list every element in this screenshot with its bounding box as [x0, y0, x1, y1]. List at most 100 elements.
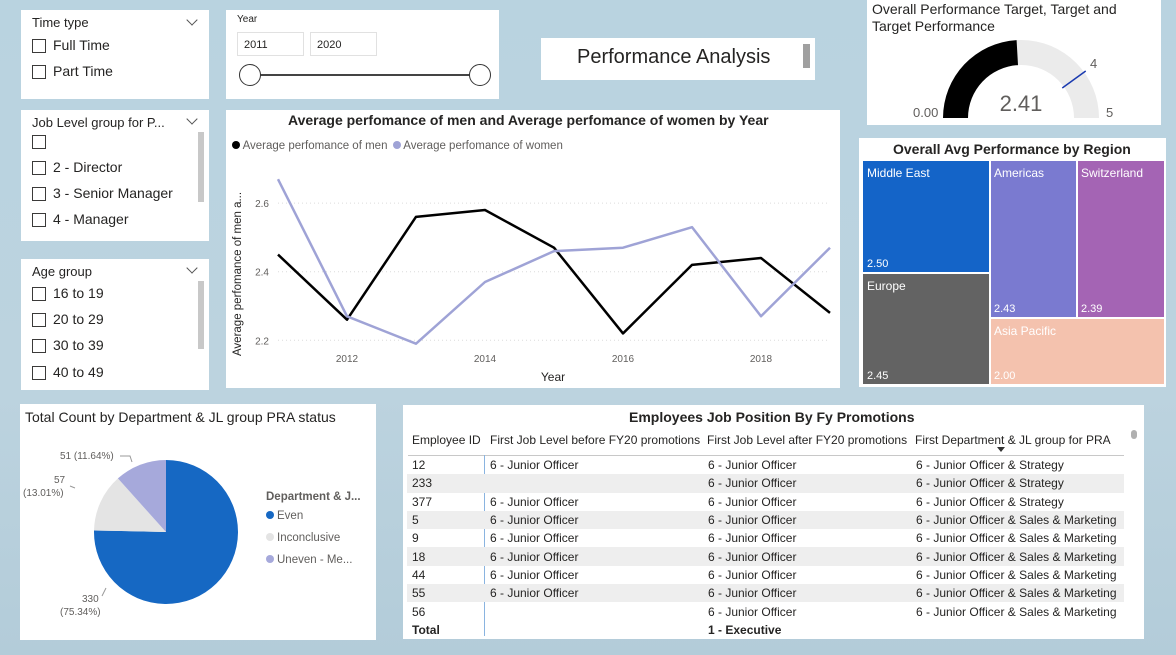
gauge-value-label: 2.41	[1000, 91, 1043, 116]
checkbox[interactable]	[32, 366, 46, 381]
checkbox[interactable]	[32, 135, 46, 150]
chevron-down-icon[interactable]	[186, 113, 198, 125]
treemap-tile-europe[interactable]: Europe 2.45	[863, 274, 989, 384]
table-row[interactable]: 377 6 - Junior Officer 6 - Junior Officer 6…	[412, 494, 1064, 509]
page-title-card: Performance Analysis	[541, 38, 815, 80]
age-group-option-40-49[interactable]: 40 to 49	[32, 364, 104, 381]
pie-label-even-pct: (75.34%)	[60, 607, 101, 618]
job-level-scrollbar[interactable]	[198, 132, 204, 202]
x-tick-label: 2014	[474, 354, 497, 365]
men-series-line[interactable]	[277, 208, 831, 335]
column-divider	[484, 455, 485, 636]
year-slider-end-handle[interactable]	[469, 64, 491, 86]
gauge-title: Overall Performance Target, Target and T…	[872, 1, 1117, 34]
column-header-level-before[interactable]: First Job Level before FY20 promotions	[490, 433, 701, 447]
treemap-title: Overall Avg Performance by Region	[893, 141, 1131, 157]
treemap-tile-middle-east[interactable]: Middle East 2.50	[863, 161, 989, 272]
table-row[interactable]: 18 6 - Junior Officer 6 - Junior Officer 6 …	[407, 547, 1124, 566]
line-chart-legend: Average perfomance of men Average perfom…	[232, 140, 563, 152]
legend-marker-men	[232, 141, 240, 149]
job-level-option-senior-manager[interactable]: 3 - Senior Manager	[32, 185, 173, 202]
age-group-option-16-19[interactable]: 16 to 19	[32, 285, 104, 302]
column-header-employee-id[interactable]: Employee ID	[412, 433, 481, 447]
pie-legend-title: Department & J...	[266, 491, 361, 503]
job-level-slicer: Job Level group for P... 2 - Director 3 …	[21, 110, 209, 241]
pie-slice-uneven[interactable]	[117, 460, 166, 532]
time-type-option-part-time[interactable]: Part Time	[32, 63, 113, 80]
checkbox[interactable]	[32, 39, 46, 54]
age-group-scrollbar[interactable]	[198, 281, 204, 349]
employees-table: 12 6 - Junior Officer 6 - Junior Officer 6 …	[407, 456, 1124, 639]
time-type-title: Time type	[32, 15, 89, 30]
pie-legend-item-inconclusive[interactable]: Inconclusive	[266, 532, 361, 544]
time-type-slicer: Time type Full Time Part Time	[21, 10, 209, 99]
checkbox[interactable]	[32, 213, 46, 228]
checkbox[interactable]	[32, 287, 46, 302]
year-slicer: Year 2011 2020	[226, 10, 499, 99]
sort-descending-icon[interactable]	[997, 447, 1005, 452]
line-chart-card: Average perfomance of men and Average pe…	[226, 110, 840, 388]
table-scrollbar-thumb[interactable]	[1131, 430, 1137, 439]
checkbox[interactable]	[32, 313, 46, 328]
pie-legend-item-uneven[interactable]: Uneven - Me...	[266, 554, 361, 566]
leader-line-inconclusive	[69, 485, 76, 489]
legend-label-men: Average perfomance of men	[242, 140, 388, 152]
table-row[interactable]: 55 6 - Junior Officer 6 - Junior Officer 6 …	[407, 584, 1124, 603]
x-axis-label: Year	[541, 370, 565, 384]
page-title: Performance Analysis	[577, 46, 771, 68]
gauge-max-label: 5	[1106, 105, 1113, 120]
checkbox[interactable]	[32, 65, 46, 80]
pie-label-inconclusive-pct: (13.01%)	[23, 488, 64, 499]
table-row[interactable]: 233 6 - Junior Officer 6 - Junior Officer …	[407, 474, 1124, 493]
gauge-target-line	[1061, 70, 1087, 89]
pie-slice-inconclusive[interactable]	[94, 478, 166, 532]
legend-marker	[266, 511, 274, 519]
legend-marker	[266, 555, 274, 563]
table-total-row: Total 1 - Executive	[412, 622, 782, 637]
column-header-level-after[interactable]: First Job Level after FY20 promotions	[707, 433, 908, 447]
pie-legend-item-even[interactable]: Even	[266, 510, 361, 522]
job-level-option-director[interactable]: 2 - Director	[32, 159, 122, 176]
legend-marker	[266, 533, 274, 541]
age-group-option-20-29[interactable]: 20 to 29	[32, 311, 104, 328]
treemap-tile-asia-pacific[interactable]: Asia Pacific 2.00	[991, 319, 1164, 384]
table-title: Employees Job Position By Fy Promotions	[629, 409, 915, 425]
women-series-line[interactable]	[276, 178, 831, 345]
pie-chart: 51 (11.64%) 57 (13.01%) 330 (75.34%)	[23, 451, 239, 618]
chevron-down-icon[interactable]	[186, 262, 198, 274]
gauge-value-arc	[943, 40, 1019, 118]
checkbox[interactable]	[32, 339, 46, 354]
table-row[interactable]: 44 6 - Junior Officer 6 - Junior Officer 6 …	[412, 567, 1117, 582]
year-start-input[interactable]: 2011	[237, 32, 304, 56]
gauge-chart: 0.00 2.41 5 4	[913, 40, 1113, 120]
x-tick-label: 2012	[336, 354, 359, 365]
column-header-department-jl[interactable]: First Department & JL group for PRA	[915, 433, 1111, 447]
line-chart-title: Average perfomance of men and Average pe…	[288, 112, 769, 128]
chevron-down-icon[interactable]	[186, 14, 198, 26]
table-row[interactable]: 12 6 - Junior Officer 6 - Junior Officer 6 …	[412, 458, 1064, 473]
y-axis-label: Average perfomance of men a...	[232, 192, 244, 356]
treemap-tile-americas[interactable]: Americas 2.43	[991, 161, 1076, 317]
year-slicer-title: Year	[237, 14, 258, 25]
year-slider-start-handle[interactable]	[239, 64, 261, 86]
pie-chart-title: Total Count by Department & JL group PRA…	[25, 409, 336, 425]
checkbox[interactable]	[32, 187, 46, 202]
y-tick-label: 2.2	[255, 336, 269, 347]
title-scrollbar[interactable]	[803, 44, 810, 68]
year-end-input[interactable]: 2020	[310, 32, 377, 56]
checkbox[interactable]	[32, 161, 46, 176]
age-group-option-30-39[interactable]: 30 to 39	[32, 337, 104, 354]
pie-legend: Department & J... Even Inconclusive Unev…	[266, 491, 361, 566]
table-row[interactable]: 56 6 - Junior Officer 6 - Junior Officer &…	[412, 604, 1117, 619]
job-level-option-blank[interactable]	[32, 133, 53, 150]
x-tick-label: 2016	[612, 354, 635, 365]
x-tick-label: 2018	[750, 354, 773, 365]
treemap-tile-switzerland[interactable]: Switzerland 2.39	[1078, 161, 1164, 317]
gauge-target-label: 4	[1090, 56, 1097, 71]
pie-label-even-count: 330	[82, 594, 99, 605]
job-level-option-manager[interactable]: 4 - Manager	[32, 211, 128, 228]
time-type-option-full-time[interactable]: Full Time	[32, 37, 110, 54]
year-slider-track[interactable]	[250, 74, 480, 76]
